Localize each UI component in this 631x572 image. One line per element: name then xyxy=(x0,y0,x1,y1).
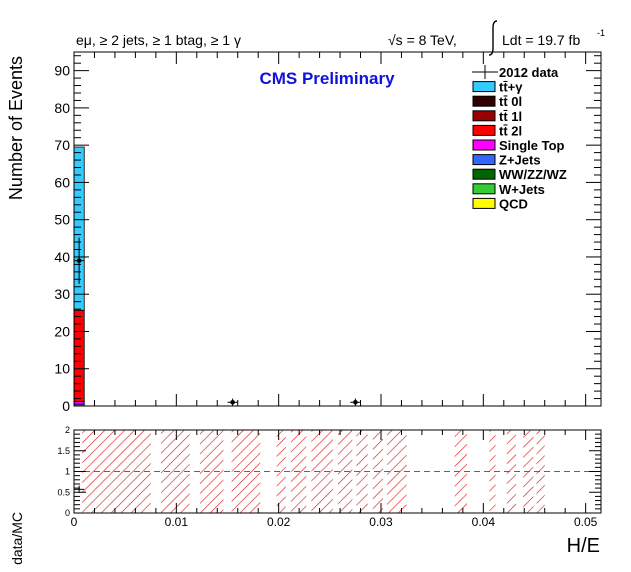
legend-entry: tt̄ 2l xyxy=(472,123,522,138)
energy-label: √s = 8 TeV, xyxy=(388,32,457,48)
uncertainty-band xyxy=(276,430,286,513)
legend-label: W+Jets xyxy=(499,182,545,197)
main-y-tick-label: 80 xyxy=(54,100,70,116)
ratio-y-tick-label: 0.5 xyxy=(57,487,70,497)
ratio-x-axis: 0 0.01 0.02 0.03 0.04 0.05 xyxy=(71,430,598,529)
main-plot-frame xyxy=(73,51,602,407)
legend-entry: tt̄+γ xyxy=(472,80,523,95)
x-tick-label: 0.05 xyxy=(574,515,598,529)
ratio-y-tick-label: 1 xyxy=(65,467,70,477)
ratio-y-tick-label: 0 xyxy=(65,508,70,518)
data-point xyxy=(350,398,361,406)
legend-label: 2012 data xyxy=(499,65,559,80)
legend-label: tt̄ 0l xyxy=(499,94,522,109)
ratio-y-axis: 0 0.5 1 1.5 2 xyxy=(57,425,601,518)
main-y-tick-label: 10 xyxy=(54,361,70,377)
uncertainty-band xyxy=(199,430,224,513)
legend-entry: QCD xyxy=(472,196,528,211)
uncertainty-band xyxy=(506,430,517,513)
legend-entry: Z+Jets xyxy=(472,153,541,168)
ratio-y-tick-label: 1.5 xyxy=(57,446,70,456)
legend-entry: W+Jets xyxy=(472,182,545,197)
x-axis-title: H/E xyxy=(567,535,600,557)
x-tick-label: 0.03 xyxy=(369,515,393,529)
x-tick-label: 0.04 xyxy=(472,515,496,529)
ratio-panel: 00.511.52 0 0.01 0.02 0.03 0.04 0.05 data/MC … xyxy=(9,425,602,565)
legend-label: Z+Jets xyxy=(499,153,541,168)
lumi-exponent: -1 xyxy=(597,28,605,38)
main-y-tick-label: 20 xyxy=(54,323,70,339)
legend-entry: tt̄ 1l xyxy=(472,109,522,124)
stack-segment xyxy=(74,146,85,311)
x-tick-label: 0.01 xyxy=(165,515,189,529)
legend-entry: WW/ZZ/WZ xyxy=(472,167,567,182)
main-y-tick-label: 0 xyxy=(62,398,70,414)
legend-entry: tt̄ 0l xyxy=(472,94,522,109)
ratio-y-axis-title: data/MC xyxy=(9,512,25,565)
legend-label: QCD xyxy=(499,196,528,211)
legend-label: tt̄+γ xyxy=(499,80,523,95)
uncertainty-band xyxy=(311,430,333,513)
main-y-tick-label: 90 xyxy=(54,63,70,79)
main-y-tick-label: 40 xyxy=(54,249,70,265)
uncertainty-band xyxy=(454,430,467,513)
data-point xyxy=(74,237,85,284)
legend-label: WW/ZZ/WZ xyxy=(499,167,567,182)
main-y-tick-label: 70 xyxy=(54,137,70,153)
legend-label: tt̄ 1l xyxy=(499,109,522,124)
main-y-tick-label: 60 xyxy=(54,174,70,190)
main-y-tick-label: 50 xyxy=(54,212,70,228)
cms-preliminary-label: CMS Preliminary xyxy=(259,69,395,88)
legend-entry: Single Top xyxy=(472,138,565,153)
lumi-label: Ldt = 19.7 fb xyxy=(502,32,580,48)
main-panel: 0 10 20 30 40 50 60 70 80 90 CMS Preliminary Numb… xyxy=(6,51,602,414)
data-point xyxy=(227,398,238,406)
uncertainty-band xyxy=(356,430,368,513)
uncertainty-band xyxy=(489,430,496,513)
selection-label: eμ, ≥ 2 jets, ≥ 1 btag, ≥ 1 γ xyxy=(76,32,241,48)
legend-label: Single Top xyxy=(499,138,565,153)
x-tick-label: 0 xyxy=(71,515,78,529)
data-points xyxy=(74,237,402,407)
legend-label: tt̄ 2l xyxy=(499,123,522,138)
main-y-axis-title: Number of Events xyxy=(6,56,26,200)
main-y-axis: 0 10 20 30 40 50 60 70 80 90 xyxy=(54,55,601,414)
main-y-tick-label: 30 xyxy=(54,286,70,302)
ratio-y-tick-label: 2 xyxy=(65,425,70,435)
legend-entry: 2012 data xyxy=(472,65,559,80)
integral-sign-icon xyxy=(488,20,498,56)
x-tick-label: 0.02 xyxy=(267,515,291,529)
stack-bars xyxy=(74,146,85,406)
uncertainty-band xyxy=(536,430,545,513)
main-x-axis xyxy=(73,52,587,406)
